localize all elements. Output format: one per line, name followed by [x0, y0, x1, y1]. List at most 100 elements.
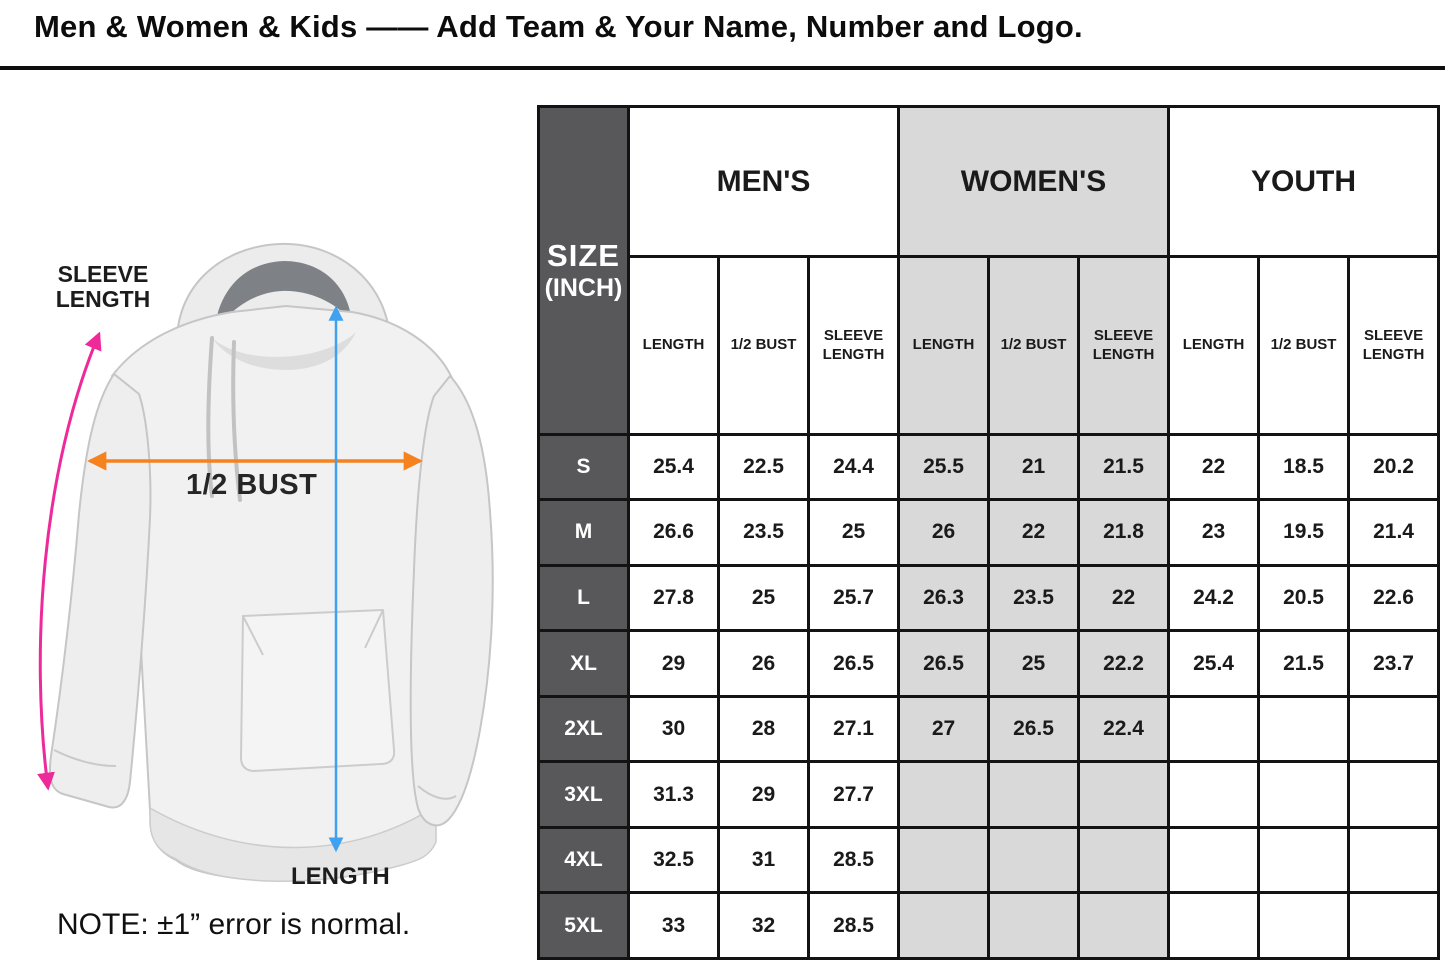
title-divider [0, 66, 1445, 70]
measurement-cell: 28.5 [806, 891, 901, 960]
hoodie-image [48, 242, 494, 882]
youth-length-header: LENGTH [1167, 255, 1261, 436]
size-inch-header: SIZE (INCH) [537, 105, 630, 436]
measurement-cell [1167, 694, 1261, 764]
measurement-cell: 25 [717, 563, 810, 633]
size-label: 4XL [537, 825, 630, 895]
measurement-cell [1077, 891, 1171, 960]
measurement-cell [1347, 760, 1441, 829]
youth-bust-header: 1/2 BUST [1257, 255, 1351, 436]
measurement-cell [1167, 891, 1261, 960]
measurement-cell: 22.5 [717, 432, 810, 502]
mens-sleeve-header: SLEEVE LENGTH [806, 255, 901, 436]
measurement-cell: 26 [897, 498, 991, 567]
measurement-cell: 27.8 [627, 563, 720, 633]
measurement-cell [897, 891, 991, 960]
measurement-cell: 22 [987, 498, 1081, 567]
measurement-cell: 25.5 [897, 432, 991, 502]
table-row: 4XL 32.5 31 28.5 [537, 825, 1441, 895]
measurement-cell: 23.5 [717, 498, 810, 567]
length-label: LENGTH [291, 863, 390, 890]
measurement-cell: 25 [987, 629, 1081, 698]
table-row: 5XL 33 32 28.5 [537, 891, 1441, 960]
measurement-cell: 30 [627, 694, 720, 764]
youth-sleeve-header: SLEEVE LENGTH [1347, 255, 1441, 436]
measurement-cell [1077, 825, 1171, 895]
measurement-cell: 28 [717, 694, 810, 764]
measurement-cell: 25.4 [627, 432, 720, 502]
size-label: S [537, 432, 630, 502]
size-label: 3XL [537, 760, 630, 829]
measurement-cell: 23 [1167, 498, 1261, 567]
tolerance-note: NOTE: ±1” error is normal. [57, 908, 411, 941]
measurement-cell: 25.4 [1167, 629, 1261, 698]
measurement-cell [1167, 825, 1261, 895]
measurement-cell [987, 760, 1081, 829]
table-row: XL 29 26 26.5 26.5 25 22.2 25.4 21.5 23.7 [537, 629, 1441, 698]
table-row: M 26.6 23.5 25 26 22 21.8 23 19.5 21.4 [537, 498, 1441, 567]
measurement-cell [1257, 891, 1351, 960]
measurement-cell: 23.5 [987, 563, 1081, 633]
size-label: M [537, 498, 630, 567]
measurement-cell: 28.5 [806, 825, 901, 895]
mens-bust-header: 1/2 BUST [717, 255, 810, 436]
measurement-cell: 32 [717, 891, 810, 960]
measurement-cell: 27 [897, 694, 991, 764]
measurement-cell [1257, 825, 1351, 895]
size-chart-table: SIZE (INCH) MEN'S WOMEN'S YOUTH LENGTH 1… [537, 104, 1441, 960]
measurement-cell: 24.2 [1167, 563, 1261, 633]
measurement-cell [1257, 760, 1351, 829]
womens-bust-header: 1/2 BUST [987, 255, 1081, 436]
measurement-cell: 33 [627, 891, 720, 960]
group-header-row: SIZE (INCH) MEN'S WOMEN'S YOUTH [537, 104, 1441, 436]
measurement-cell: 26.3 [897, 563, 991, 633]
measurement-cell [1257, 694, 1351, 764]
youth-group-header: YOUTH [1167, 104, 1441, 259]
measurement-cell: 31 [717, 825, 810, 895]
measurement-cell: 21.8 [1077, 498, 1171, 567]
sleeve-length-arrow [37, 331, 102, 791]
size-label: 5XL [537, 891, 630, 960]
measurement-cell: 22 [1167, 432, 1261, 502]
womens-length-header: LENGTH [897, 255, 991, 436]
page-title: Men & Women & Kids —— Add Team & Your Na… [34, 9, 1083, 44]
measurement-cell [897, 760, 991, 829]
size-label: 2XL [537, 694, 630, 764]
measurement-cell: 27.1 [806, 694, 901, 764]
measurement-cell: 21 [987, 432, 1081, 502]
half-bust-label: 1/2 BUST [186, 469, 318, 501]
womens-group-header: WOMEN'S [897, 104, 1171, 259]
measurement-cell: 22.6 [1347, 563, 1441, 633]
measurement-cell: 31.3 [627, 760, 720, 829]
sleeve-length-label: SLEEVE LENGTH [55, 261, 151, 312]
measurement-cell: 20.5 [1257, 563, 1351, 633]
measurement-cell: 26.5 [987, 694, 1081, 764]
measurement-cell: 19.5 [1257, 498, 1351, 567]
sub-header-row: LENGTH 1/2 BUST SLEEVE LENGTH LENGTH 1/2… [539, 255, 1441, 436]
measurement-cell: 22 [1077, 563, 1171, 633]
measurement-cell: 27.7 [806, 760, 901, 829]
measurement-cell: 26 [717, 629, 810, 698]
measurement-cell: 29 [717, 760, 810, 829]
table-row: L 27.8 25 25.7 26.3 23.5 22 24.2 20.5 22.6 [537, 563, 1441, 633]
table-row: 2XL 30 28 27.1 27 26.5 22.4 [537, 694, 1441, 764]
measurement-cell: 22.4 [1077, 694, 1171, 764]
measurement-cell [987, 825, 1081, 895]
measurement-cell [1077, 760, 1171, 829]
measurement-cell [987, 891, 1081, 960]
measurement-cell: 32.5 [627, 825, 720, 895]
measurement-cell [1347, 825, 1441, 895]
measurement-cell: 26.5 [806, 629, 901, 698]
mens-group-header: MEN'S [626, 104, 901, 259]
measurement-cell: 26.5 [897, 629, 991, 698]
measurement-cell: 18.5 [1257, 432, 1351, 502]
measurement-cell: 29 [627, 629, 720, 698]
measurement-cell [1167, 760, 1261, 829]
size-label: XL [537, 629, 630, 698]
size-header-text: SIZE [547, 237, 620, 273]
size-rows: S 25.4 22.5 24.4 25.5 21 21.5 22 18.5 20.2 M 26.6 23… [537, 432, 1441, 960]
measurement-cell: 25 [806, 498, 901, 567]
measurement-cell [897, 825, 991, 895]
table-row: 3XL 31.3 29 27.7 [537, 760, 1441, 829]
